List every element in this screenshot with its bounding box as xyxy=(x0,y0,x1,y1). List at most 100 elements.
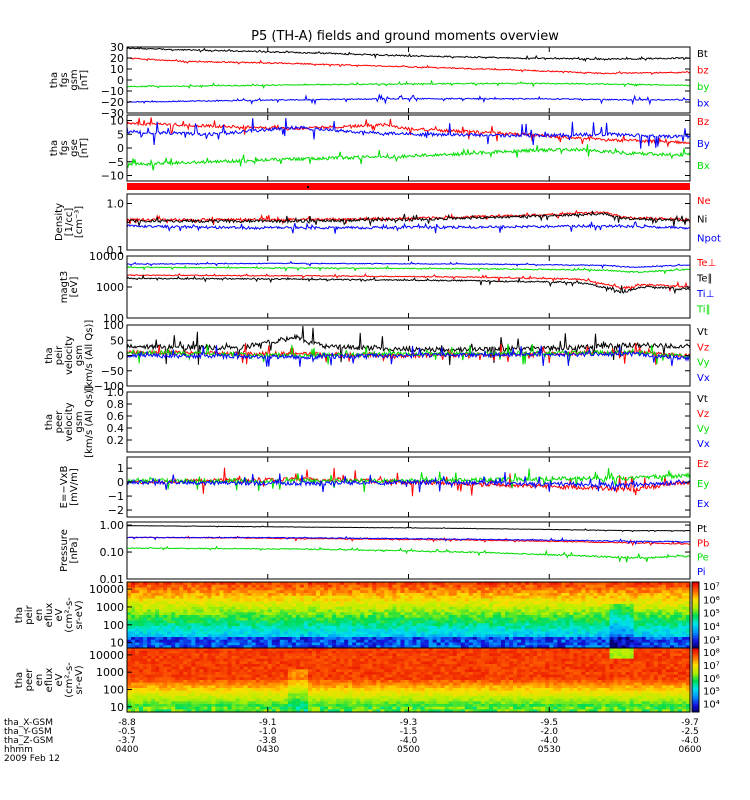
spectrogram-cell xyxy=(492,582,498,586)
spectrogram-cell xyxy=(621,637,627,641)
spectrogram-cell xyxy=(191,693,196,697)
spectrogram-cell xyxy=(207,593,213,597)
spectrogram-cell xyxy=(561,587,566,591)
spectrogram-cell xyxy=(267,601,273,605)
spectrogram-cell xyxy=(565,595,570,600)
spectrogram-cell xyxy=(488,637,494,641)
spectrogram-cell xyxy=(295,637,301,641)
spectrogram-cell xyxy=(328,688,333,692)
spectrogram-cell xyxy=(259,604,265,608)
spectrogram-cell xyxy=(505,623,510,627)
spectrogram-cell xyxy=(573,620,578,624)
spectrogram-cell xyxy=(625,626,631,630)
spectrogram-cell xyxy=(151,709,156,713)
spectrogram-cell xyxy=(291,604,297,608)
spectrogram-cell xyxy=(344,598,349,602)
spectrogram-cell xyxy=(303,595,309,600)
spectrogram-cell xyxy=(295,590,301,594)
spectrogram-cell xyxy=(444,626,450,630)
spectrogram-cell xyxy=(380,584,385,589)
spectrogram-cell xyxy=(131,661,136,665)
spectrogram-cell xyxy=(163,601,168,605)
spectrogram-cell xyxy=(392,631,398,635)
spectrogram-cell xyxy=(452,601,458,605)
spectrogram-cell xyxy=(593,593,599,597)
spectrogram-cell xyxy=(199,669,205,673)
spectrogram-cell xyxy=(187,696,192,700)
spectrogram-cell xyxy=(577,593,583,597)
spectrogram-cell xyxy=(356,606,361,611)
spectrogram-cell xyxy=(251,609,257,613)
spectrogram-cell xyxy=(332,704,337,708)
spectrogram-cell xyxy=(267,604,273,608)
spectrogram-cell xyxy=(505,590,510,594)
spectrogram-cell xyxy=(388,620,394,624)
spectrogram-cell xyxy=(215,674,221,678)
spectrogram-cell xyxy=(231,709,237,713)
spectrogram-cell xyxy=(215,631,221,635)
spectrogram-cell xyxy=(480,631,486,635)
spectrogram-cell xyxy=(151,615,156,619)
spectrogram-cell xyxy=(320,701,325,705)
spectrogram-cell xyxy=(360,628,365,633)
spectrogram-cell xyxy=(175,595,180,600)
spectrogram-cell xyxy=(295,587,301,591)
spectrogram-cell xyxy=(416,634,422,638)
spectrogram-cell xyxy=(649,626,655,630)
spectrogram-cell xyxy=(171,666,176,670)
spectrogram-cell xyxy=(283,704,289,708)
spectrogram-cell xyxy=(521,587,526,591)
spectrogram-cell xyxy=(235,650,241,654)
spectrogram-cell xyxy=(320,617,325,622)
spectrogram-cell xyxy=(681,601,687,605)
spectrogram-cell xyxy=(235,642,241,646)
y-axis-label: Density xyxy=(54,203,65,241)
spectrogram-cell xyxy=(267,615,273,619)
spectrogram-cell xyxy=(432,637,438,641)
spectrogram-cell xyxy=(521,637,526,641)
spectrogram-cell xyxy=(243,642,249,646)
spectrogram-cell xyxy=(283,680,289,684)
spectrogram-cell xyxy=(211,604,217,608)
spectrogram-cell xyxy=(139,593,144,597)
spectrogram-cell xyxy=(191,582,196,586)
spectrogram-cell xyxy=(259,631,265,635)
spectrogram-cell xyxy=(219,606,225,611)
spectrogram-cell xyxy=(661,615,667,619)
spectrogram-cell xyxy=(404,623,410,627)
spectrogram-cell xyxy=(649,584,655,589)
spectrogram-cell xyxy=(661,620,667,624)
spectrogram-cell xyxy=(167,626,172,630)
spectrogram-cell xyxy=(348,601,353,605)
spectrogram-cell xyxy=(597,639,603,644)
spectrogram-cell xyxy=(577,598,583,602)
spectrogram-cell xyxy=(247,693,253,697)
spectrogram-cell xyxy=(332,696,337,700)
spectrogram-cell xyxy=(127,598,132,602)
spectrogram-cell xyxy=(553,628,558,633)
spectrogram-cell xyxy=(428,617,434,622)
spectrogram-cell xyxy=(163,634,168,638)
legend-By: By xyxy=(697,139,710,150)
plot-title: P5 (TH-A) fields and ground moments over… xyxy=(251,29,559,44)
spectrogram-cell xyxy=(609,623,615,627)
spectrogram-cell xyxy=(621,582,627,586)
spectrogram-cell xyxy=(633,645,639,649)
spectrogram-cell xyxy=(521,634,526,638)
spectrogram-cell xyxy=(155,590,160,594)
spectrogram-cell xyxy=(424,623,430,627)
spectrogram-cell xyxy=(143,648,148,652)
spectrogram-cell xyxy=(159,677,164,681)
spectrogram-cell xyxy=(151,658,156,662)
spectrogram-cell xyxy=(336,584,341,589)
spectrogram-cell xyxy=(541,615,546,619)
spectrogram-cell xyxy=(151,661,156,665)
spectrogram-cell xyxy=(396,645,402,649)
spectrogram-cell xyxy=(360,582,365,586)
spectrogram-cell xyxy=(231,696,237,700)
spectrogram-cell xyxy=(649,639,655,644)
spectrogram-cell xyxy=(191,706,196,710)
spectrogram-cell xyxy=(195,685,200,689)
spectrogram-cell xyxy=(340,664,345,668)
